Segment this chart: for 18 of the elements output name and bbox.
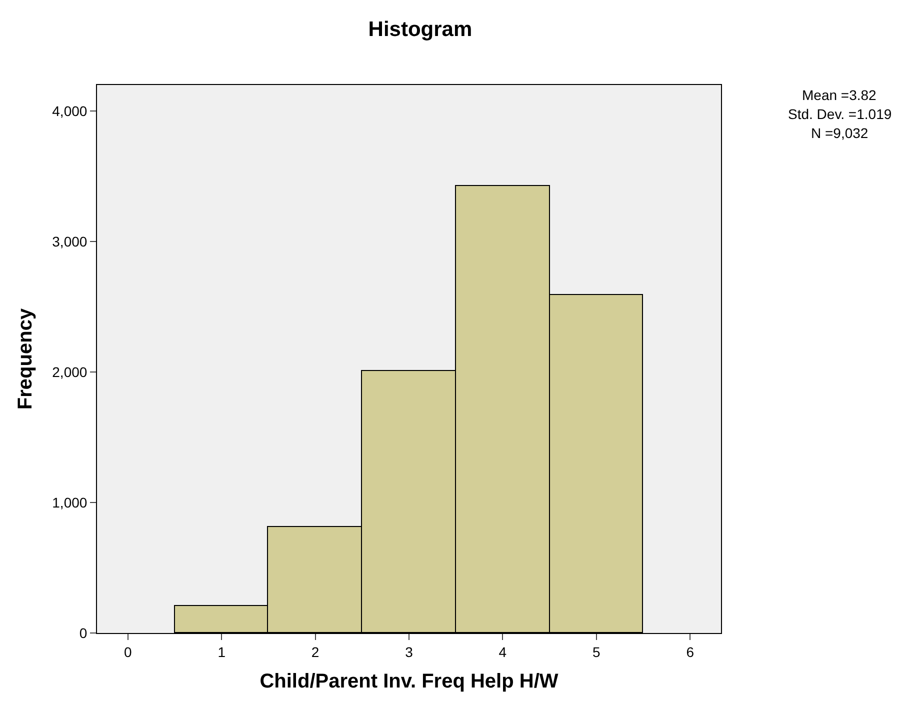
x-tick-label: 0 xyxy=(124,644,132,660)
x-tick-label: 1 xyxy=(218,644,226,660)
x-tick-label: 4 xyxy=(498,644,507,660)
y-axis-title: Frequency xyxy=(14,308,37,410)
x-tick-label: 5 xyxy=(592,644,600,660)
y-tick-label: 4,000 xyxy=(52,103,88,119)
x-tick-label: 2 xyxy=(311,644,320,660)
chart-title: Histogram xyxy=(368,18,472,42)
y-tick-label: 3,000 xyxy=(52,233,88,250)
text: Mean =3.82 xyxy=(802,87,877,103)
x-axis-title: Child/Parent Inv. Freq Help H/W xyxy=(260,670,558,692)
x-tick-label: 3 xyxy=(405,644,414,660)
x-tick-label: 6 xyxy=(686,644,694,660)
text: N =9,032 xyxy=(811,125,868,141)
y-tick-label: 2,000 xyxy=(52,364,88,380)
y-tick-label: 1,000 xyxy=(52,494,88,510)
text: Std. Dev. =1.019 xyxy=(788,106,892,122)
y-tick-label: 0 xyxy=(79,624,88,641)
